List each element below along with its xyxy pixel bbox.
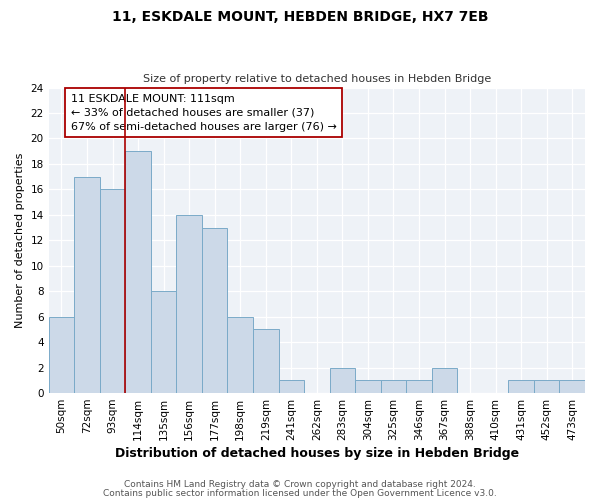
Text: 11, ESKDALE MOUNT, HEBDEN BRIDGE, HX7 7EB: 11, ESKDALE MOUNT, HEBDEN BRIDGE, HX7 7E… (112, 10, 488, 24)
Bar (329, 368, 355, 393)
Bar (151, 291, 176, 393)
Y-axis label: Number of detached properties: Number of detached properties (15, 152, 25, 328)
Bar (355, 380, 380, 393)
Text: Contains public sector information licensed under the Open Government Licence v3: Contains public sector information licen… (103, 489, 497, 498)
Bar (253, 330, 278, 393)
Bar (432, 368, 457, 393)
Bar (406, 380, 432, 393)
Bar (176, 215, 202, 393)
Bar (227, 316, 253, 393)
Bar (100, 190, 125, 393)
Bar (74, 176, 100, 393)
Title: Size of property relative to detached houses in Hebden Bridge: Size of property relative to detached ho… (143, 74, 491, 84)
Bar (508, 380, 534, 393)
Text: 11 ESKDALE MOUNT: 111sqm
← 33% of detached houses are smaller (37)
67% of semi-d: 11 ESKDALE MOUNT: 111sqm ← 33% of detach… (71, 94, 337, 132)
Bar (49, 316, 74, 393)
Text: Contains HM Land Registry data © Crown copyright and database right 2024.: Contains HM Land Registry data © Crown c… (124, 480, 476, 489)
X-axis label: Distribution of detached houses by size in Hebden Bridge: Distribution of detached houses by size … (115, 447, 519, 460)
Bar (534, 380, 559, 393)
Bar (380, 380, 406, 393)
Bar (278, 380, 304, 393)
Bar (202, 228, 227, 393)
Bar (559, 380, 585, 393)
Bar (125, 151, 151, 393)
